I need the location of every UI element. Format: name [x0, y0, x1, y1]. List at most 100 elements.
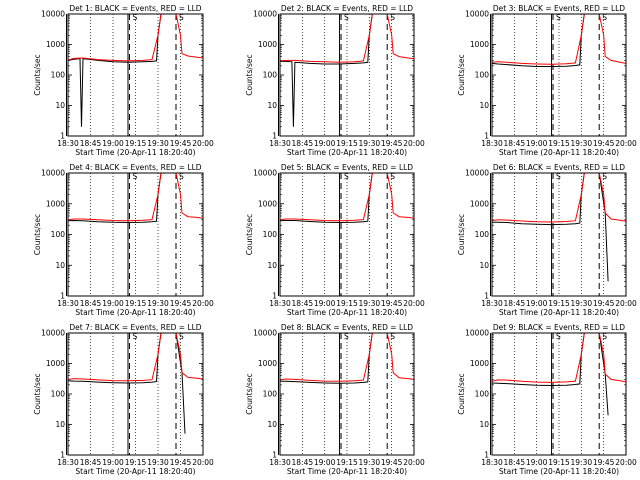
y-tick-label: 10000 [465, 329, 489, 338]
x-tick-label: 18:30 [269, 299, 291, 308]
x-tick-label: 19:45 [593, 139, 615, 148]
x-tick-label: 19:30 [147, 299, 169, 308]
y-tick-label: 100 [263, 71, 278, 80]
x-tick-label: 19:15 [336, 458, 358, 467]
y-axis-label: Counts/sec [245, 373, 254, 414]
x-tick-label: 19:15 [548, 299, 570, 308]
y-tick-label: 10 [267, 101, 277, 110]
x-tick-label: 19:00 [102, 458, 124, 467]
y-tick-label: 1 [60, 132, 65, 141]
x-tick-label: 19:15 [125, 458, 147, 467]
y-tick-label: 10 [267, 261, 277, 270]
x-tick-label: 18:30 [481, 139, 503, 148]
saa-label: S [179, 172, 184, 181]
x-axis-label: Start Time (20-Apr-11 18:20:40) [287, 148, 407, 157]
y-tick-label: 10000 [253, 329, 277, 338]
y-axis-label: Counts/sec [33, 373, 42, 414]
x-tick-label: 19:00 [102, 299, 124, 308]
series-line-events [492, 333, 609, 416]
series-line-lld [68, 173, 203, 222]
x-tick-label: 18:30 [269, 139, 291, 148]
x-axis-label: Start Time (20-Apr-11 18:20:40) [499, 148, 619, 157]
series-line-lld [280, 14, 414, 63]
x-tick-label: 19:30 [147, 139, 169, 148]
chart-panel-9: Det 9: BLACK = Events, RED = LLD 1 10 100 10… [457, 323, 637, 476]
saa-label: S [390, 172, 395, 181]
series-line-lld [68, 333, 203, 382]
y-tick-label: 1000 [258, 199, 277, 208]
chart-title: Det 2: BLACK = Events, RED = LLD [281, 4, 413, 13]
y-tick-label: 100 [263, 390, 278, 399]
x-tick-label: 20:00 [615, 139, 637, 148]
y-tick-label: 100 [263, 230, 278, 239]
chart-panel-4: Det 4: BLACK = Events, RED = LLD 1 10 100 10… [33, 163, 214, 317]
x-tick-label: 19:15 [125, 299, 147, 308]
chart-panel-8: Det 8: BLACK = Events, RED = LLD 1 10 100 10… [245, 323, 425, 476]
x-tick-label: 19:00 [526, 139, 548, 148]
chart-title: Det 1: BLACK = Events, RED = LLD [69, 4, 201, 13]
saa-label: S [344, 172, 349, 181]
y-tick-label: 10 [479, 261, 489, 270]
y-tick-label: 10 [55, 261, 65, 270]
y-tick-label: 100 [475, 390, 490, 399]
saa-label: S [390, 13, 395, 22]
y-tick-label: 1 [272, 451, 277, 460]
y-tick-label: 1 [272, 292, 277, 301]
saa-label: S [133, 172, 138, 181]
y-tick-label: 1000 [470, 359, 489, 368]
x-tick-label: 18:45 [80, 299, 102, 308]
y-axis-label: Counts/sec [33, 214, 42, 255]
series-line-lld [492, 333, 626, 383]
series-line-events [68, 14, 176, 127]
y-tick-label: 10 [479, 420, 489, 429]
y-tick-label: 10000 [465, 10, 489, 19]
y-tick-label: 10000 [465, 169, 489, 178]
saa-label: S [556, 332, 561, 341]
x-tick-label: 19:15 [336, 139, 358, 148]
series-line-lld [68, 14, 203, 62]
y-tick-label: 1 [484, 292, 489, 301]
x-tick-label: 19:45 [170, 458, 192, 467]
saa-label: S [344, 13, 349, 22]
x-tick-label: 18:30 [481, 458, 503, 467]
x-axis-label: Start Time (20-Apr-11 18:20:40) [499, 308, 619, 317]
y-tick-label: 100 [51, 230, 66, 239]
y-tick-label: 10 [55, 420, 65, 429]
plot-frame [67, 332, 204, 456]
x-tick-label: 20:00 [192, 458, 214, 467]
chart-panel-5: Det 5: BLACK = Events, RED = LLD 1 10 100 10… [245, 163, 425, 317]
saa-label: S [133, 13, 138, 22]
x-tick-label: 19:30 [571, 139, 593, 148]
x-tick-label: 20:00 [403, 458, 425, 467]
x-tick-label: 19:15 [548, 139, 570, 148]
plot-frame [491, 172, 627, 297]
chart-title: Det 9: BLACK = Events, RED = LLD [493, 323, 625, 332]
x-tick-label: 19:30 [147, 458, 169, 467]
plot-frame [67, 172, 204, 297]
plot-frame [491, 332, 627, 456]
y-tick-label: 1000 [46, 359, 65, 368]
y-tick-label: 10000 [253, 10, 277, 19]
plot-frame [279, 172, 415, 297]
x-tick-label: 20:00 [615, 299, 637, 308]
y-tick-label: 100 [51, 390, 66, 399]
x-tick-label: 19:45 [381, 139, 403, 148]
series-line-events [68, 333, 186, 434]
x-tick-label: 19:00 [314, 458, 336, 467]
y-tick-label: 1 [484, 451, 489, 460]
series-line-lld [492, 14, 626, 65]
x-tick-label: 19:45 [381, 458, 403, 467]
chart-title: Det 6: BLACK = Events, RED = LLD [493, 163, 625, 172]
y-tick-label: 1000 [46, 199, 65, 208]
series-line-lld [492, 173, 626, 223]
series-line-events [280, 14, 388, 127]
chart-panel-1: Det 1: BLACK = Events, RED = LLD 1 10 100 10… [33, 4, 214, 157]
x-tick-label: 19:45 [170, 139, 192, 148]
x-tick-label: 19:45 [593, 458, 615, 467]
x-tick-label: 20:00 [192, 139, 214, 148]
x-axis-label: Start Time (20-Apr-11 18:20:40) [287, 308, 407, 317]
x-tick-label: 20:00 [192, 299, 214, 308]
x-axis-label: Start Time (20-Apr-11 18:20:40) [499, 467, 619, 476]
y-tick-label: 10000 [253, 169, 277, 178]
